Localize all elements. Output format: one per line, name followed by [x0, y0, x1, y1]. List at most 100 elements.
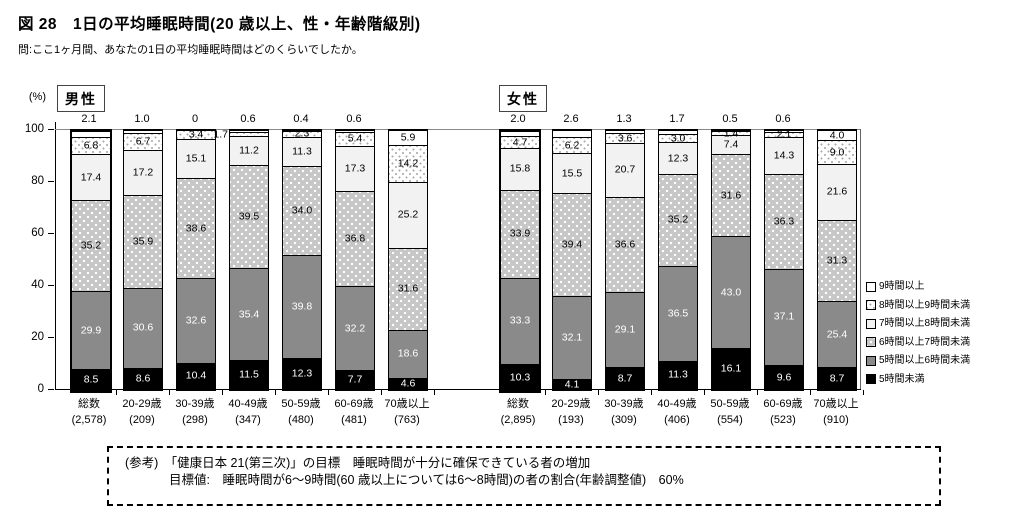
bar-segment: 35.9 [124, 194, 162, 289]
category-label: 30-39歳 [175, 398, 215, 410]
top-value-label: 0 [191, 113, 199, 125]
bar-segment: 8.7 [818, 367, 856, 390]
bar-segment [606, 130, 644, 134]
value-label: 9.0 [829, 146, 845, 159]
bar: 7.7 32.2 36.8 17.3 5.4 [335, 129, 375, 391]
group-label-female: 女性 [499, 85, 547, 112]
value-label: 32.1 [561, 331, 583, 344]
top-value-label: 0.6 [346, 113, 362, 125]
category-n-label: (2,895) [500, 414, 536, 426]
value-label: 6.8 [83, 139, 99, 152]
bar-segment: 11.3 [659, 360, 697, 390]
value-label: 7.7 [347, 373, 363, 386]
bar-segment: 2.3 [283, 128, 321, 139]
value-label: 17.3 [344, 162, 366, 175]
legend-item: 8時間以上9時間未満 [866, 299, 1022, 312]
value-label: 14.2 [397, 157, 419, 170]
bar-segment: 6.7 [124, 132, 162, 151]
x-tick-mark [221, 390, 223, 395]
legend-item: 6時間以上7時間未満 [866, 336, 1022, 349]
legend-swatch-icon [866, 318, 876, 329]
value-label: 35.9 [132, 235, 154, 248]
bar-segment: 12.3 [283, 358, 321, 390]
value-label: 38.6 [185, 222, 207, 234]
value-label: 36.8 [344, 232, 366, 245]
bar-segment [501, 130, 539, 137]
bar-segment: 18.6 [389, 329, 427, 379]
bar: 10.4 32.6 38.6 15.1 3.4 [176, 129, 216, 391]
value-label: 4.1 [564, 378, 580, 391]
x-tick-mark [168, 390, 170, 395]
bar-segment: 14.3 [765, 137, 803, 175]
value-label: 32.2 [344, 322, 366, 335]
bar-segment: 38.6 [177, 177, 215, 279]
value-label: 3.0 [670, 132, 686, 145]
figure-title: 図 28 1日の平均睡眠時間(20 歳以上、性・年齢階級別) [18, 16, 421, 33]
x-tick-mark [115, 390, 117, 395]
bar-segment: 9.6 [765, 365, 803, 390]
value-label: 30.6 [132, 321, 154, 334]
y-tick-label: 100 [24, 123, 44, 135]
bar-segment [765, 130, 803, 132]
bar-segment: 33.3 [501, 276, 539, 365]
bar-segment [336, 130, 374, 132]
y-tick-mark [48, 233, 54, 234]
category-n-label: (209) [129, 414, 155, 426]
bar-segment: 9.0 [818, 140, 856, 164]
x-tick-mark [327, 390, 329, 395]
bar-segment [283, 129, 321, 131]
bar: 10.3 33.3 33.9 15.8 4.7 [499, 129, 541, 393]
bar-segment: 11.5 [230, 360, 268, 390]
y-tick-label: 40 [31, 279, 44, 291]
value-label: 10.4 [185, 369, 207, 382]
value-label: 12.3 [667, 152, 689, 165]
value-label: 1.7 [213, 128, 228, 141]
value-label: 5.9 [400, 131, 416, 144]
category-n-label: (480) [288, 414, 314, 426]
category-label: 60-69歳 [763, 398, 803, 410]
top-value-label: 0.4 [293, 113, 309, 125]
bar-segment: 31.6 [712, 154, 750, 237]
category-label: 70歳以上 [384, 398, 430, 410]
x-tick-mark [703, 390, 705, 395]
top-value-label: 0.6 [240, 113, 256, 125]
value-label: 11.3 [668, 368, 688, 381]
bar-segment: 17.2 [124, 150, 162, 195]
value-label: 35.2 [667, 213, 689, 226]
bar-segment: 7.7 [336, 369, 374, 390]
value-label: 32.6 [185, 314, 207, 327]
legend-item: 5時間未満 [866, 373, 1022, 386]
value-label: 37.1 [773, 310, 795, 323]
bar-segment: 21.6 [818, 163, 856, 220]
y-tick-label: 80 [31, 175, 44, 187]
bar: 11.3 36.5 35.2 12.3 3.0 [658, 129, 698, 391]
note-line-2: 目標値: 睡眠時間が6～9時間(60 歳以上については6～8時間)の者の割合(年… [169, 473, 684, 487]
bar-segment: 3.0 [659, 133, 697, 144]
value-label: 4.7 [512, 136, 528, 149]
bar: 12.3 39.8 34.0 11.3 2.3 [282, 128, 322, 391]
bar-segment: 36.3 [765, 174, 803, 269]
top-value-label: 2.1 [81, 113, 97, 125]
value-label: 31.3 [826, 254, 848, 267]
category-n-label: (523) [770, 414, 796, 426]
value-label: 17.4 [80, 171, 102, 183]
bar-segment: 37.1 [765, 268, 803, 366]
value-label: 16.1 [720, 362, 742, 375]
value-label: 3.4 [188, 128, 204, 141]
value-label: 12.3 [291, 367, 313, 380]
legend-item: 9時間以上 [866, 280, 1022, 293]
note-line-1: (参考) 「健康日本 21(第三次)」の目標 睡眠時間が十分に確保できている者の… [125, 456, 591, 470]
value-label: 31.6 [720, 189, 742, 202]
legend-label: 7時間以上8時間未満 [879, 318, 971, 329]
category-label: 40-49歳 [657, 398, 697, 410]
bar-segment [230, 130, 268, 132]
plot-right-frame [860, 129, 861, 389]
bar-segment: 32.2 [336, 286, 374, 370]
bar: 8.5 29.9 35.2 17.4 6.8 [70, 129, 112, 393]
category-n-label: (309) [611, 414, 637, 426]
top-value-label: 1.0 [134, 113, 150, 125]
legend-item: 5時間以上6時間未満 [866, 354, 1022, 367]
value-label: 35.2 [80, 239, 102, 252]
value-label: 11.3 [292, 145, 312, 158]
y-tick-mark [48, 285, 54, 286]
